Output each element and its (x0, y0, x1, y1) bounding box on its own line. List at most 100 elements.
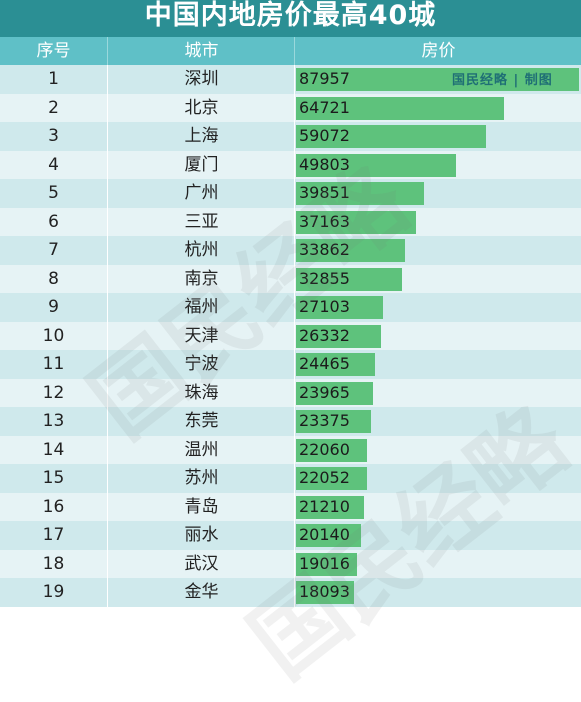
table-row: 15 苏州 22052 (0, 464, 581, 493)
table-row: 5 广州 39851 (0, 179, 581, 208)
city-cell: 武汉 (107, 549, 295, 578)
city-cell: 宁波 (107, 350, 295, 379)
table-header: 序号 城市 房价 (0, 37, 581, 65)
price-value: 26332 (299, 325, 350, 345)
city-cell: 丽水 (107, 521, 295, 550)
price-value: 87957 (299, 69, 350, 88)
price-bar (296, 239, 405, 262)
rank-cell: 3 (48, 126, 59, 146)
city-cell: 珠海 (107, 378, 295, 407)
table-row: 19 金华 18093 (0, 578, 581, 607)
rank-cell: 12 (42, 382, 65, 403)
city-cell: 温州 (107, 435, 295, 464)
rank-cell: 18 (42, 553, 65, 574)
price-cell (294, 464, 581, 493)
table-row: 11 宁波 24465 (0, 350, 581, 379)
rank-cell: 16 (42, 496, 65, 517)
city-cell: 三亚 (107, 207, 295, 236)
price-bar (296, 324, 381, 348)
rank-cell: 19 (42, 582, 65, 602)
city-cell: 厦门 (107, 150, 295, 179)
table-row: 18 武汉 19016 (0, 549, 581, 578)
price-value: 49803 (299, 154, 350, 174)
city-cell: 苏州 (107, 464, 295, 493)
price-value: 21210 (299, 496, 350, 516)
price-cell (294, 264, 581, 293)
city-cell: 广州 (107, 179, 295, 208)
rank-cell: 7 (48, 240, 59, 260)
price-value: 27103 (299, 297, 350, 316)
price-value: 37163 (299, 211, 350, 231)
table-row: 8 南京 32855 (0, 264, 581, 293)
price-value: 32855 (299, 268, 350, 288)
price-cell (294, 150, 581, 179)
rank-cell: 10 (42, 325, 65, 346)
price-cell (294, 293, 581, 322)
table-row: 4 厦门 49803 (0, 150, 581, 179)
city-cell: 南京 (107, 264, 295, 293)
rank-cell: 5 (48, 183, 59, 203)
price-value: 39851 (299, 183, 350, 202)
price-bar (296, 96, 505, 120)
header-price: 房价 (294, 37, 581, 65)
price-cell (294, 321, 581, 350)
price-value: 24465 (299, 354, 350, 373)
price-cell (294, 549, 581, 578)
price-bar (296, 410, 372, 433)
price-value: 64721 (299, 97, 350, 117)
price-cell (294, 207, 581, 236)
price-cell (294, 407, 581, 436)
price-bar (296, 68, 579, 91)
price-bar (296, 353, 375, 376)
table-row: 13 东莞 23375 (0, 407, 581, 436)
rank-cell: 9 (48, 297, 59, 317)
rank-cell: 4 (48, 154, 59, 175)
price-value: 20140 (299, 525, 350, 544)
price-cell (294, 236, 581, 265)
rank-cell: 2 (48, 97, 59, 118)
table-row: 2 北京 64721 (0, 93, 581, 122)
price-cell (294, 65, 581, 94)
city-cell: 杭州 (107, 236, 295, 265)
price-cell (294, 578, 581, 607)
price-value: 23375 (299, 411, 350, 430)
table-row: 10 天津 26332 (0, 321, 581, 350)
price-value: 19016 (299, 553, 350, 573)
rank-cell: 14 (42, 439, 65, 460)
rank-cell: 1 (48, 69, 59, 89)
price-bar (296, 495, 365, 519)
table-row: 6 三亚 37163 (0, 207, 581, 236)
table-row: 7 杭州 33862 (0, 236, 581, 265)
price-value: 18093 (299, 582, 350, 601)
price-cell (294, 492, 581, 521)
table-row: 1 深圳 87957 (0, 65, 581, 94)
city-cell: 北京 (107, 93, 295, 122)
price-value: 22060 (299, 439, 350, 459)
price-bar (296, 267, 402, 291)
price-value: 23965 (299, 382, 350, 402)
price-bar (296, 581, 355, 604)
city-cell: 天津 (107, 321, 295, 350)
rank-cell: 13 (42, 411, 65, 431)
header-rank: 序号 (36, 41, 71, 61)
city-cell: 福州 (107, 293, 295, 322)
city-cell: 青岛 (107, 492, 295, 521)
city-cell: 上海 (107, 122, 295, 151)
price-cell (294, 378, 581, 407)
price-cell (294, 350, 581, 379)
price-bar (296, 524, 361, 547)
price-bar (296, 552, 358, 576)
price-value: 33862 (299, 240, 350, 259)
table-row: 14 温州 22060 (0, 435, 581, 464)
price-value: 22052 (299, 468, 350, 487)
price-value: 59072 (299, 126, 350, 145)
rank-cell: 17 (42, 525, 65, 545)
rank-cell: 11 (42, 354, 65, 374)
table-row: 12 珠海 23965 (0, 378, 581, 407)
city-cell: 金华 (107, 578, 295, 607)
rank-cell: 6 (48, 211, 59, 232)
table-row: 3 上海 59072 (0, 122, 581, 151)
price-bar (296, 438, 367, 462)
price-cell (294, 122, 581, 151)
table-row: 16 青岛 21210 (0, 492, 581, 521)
